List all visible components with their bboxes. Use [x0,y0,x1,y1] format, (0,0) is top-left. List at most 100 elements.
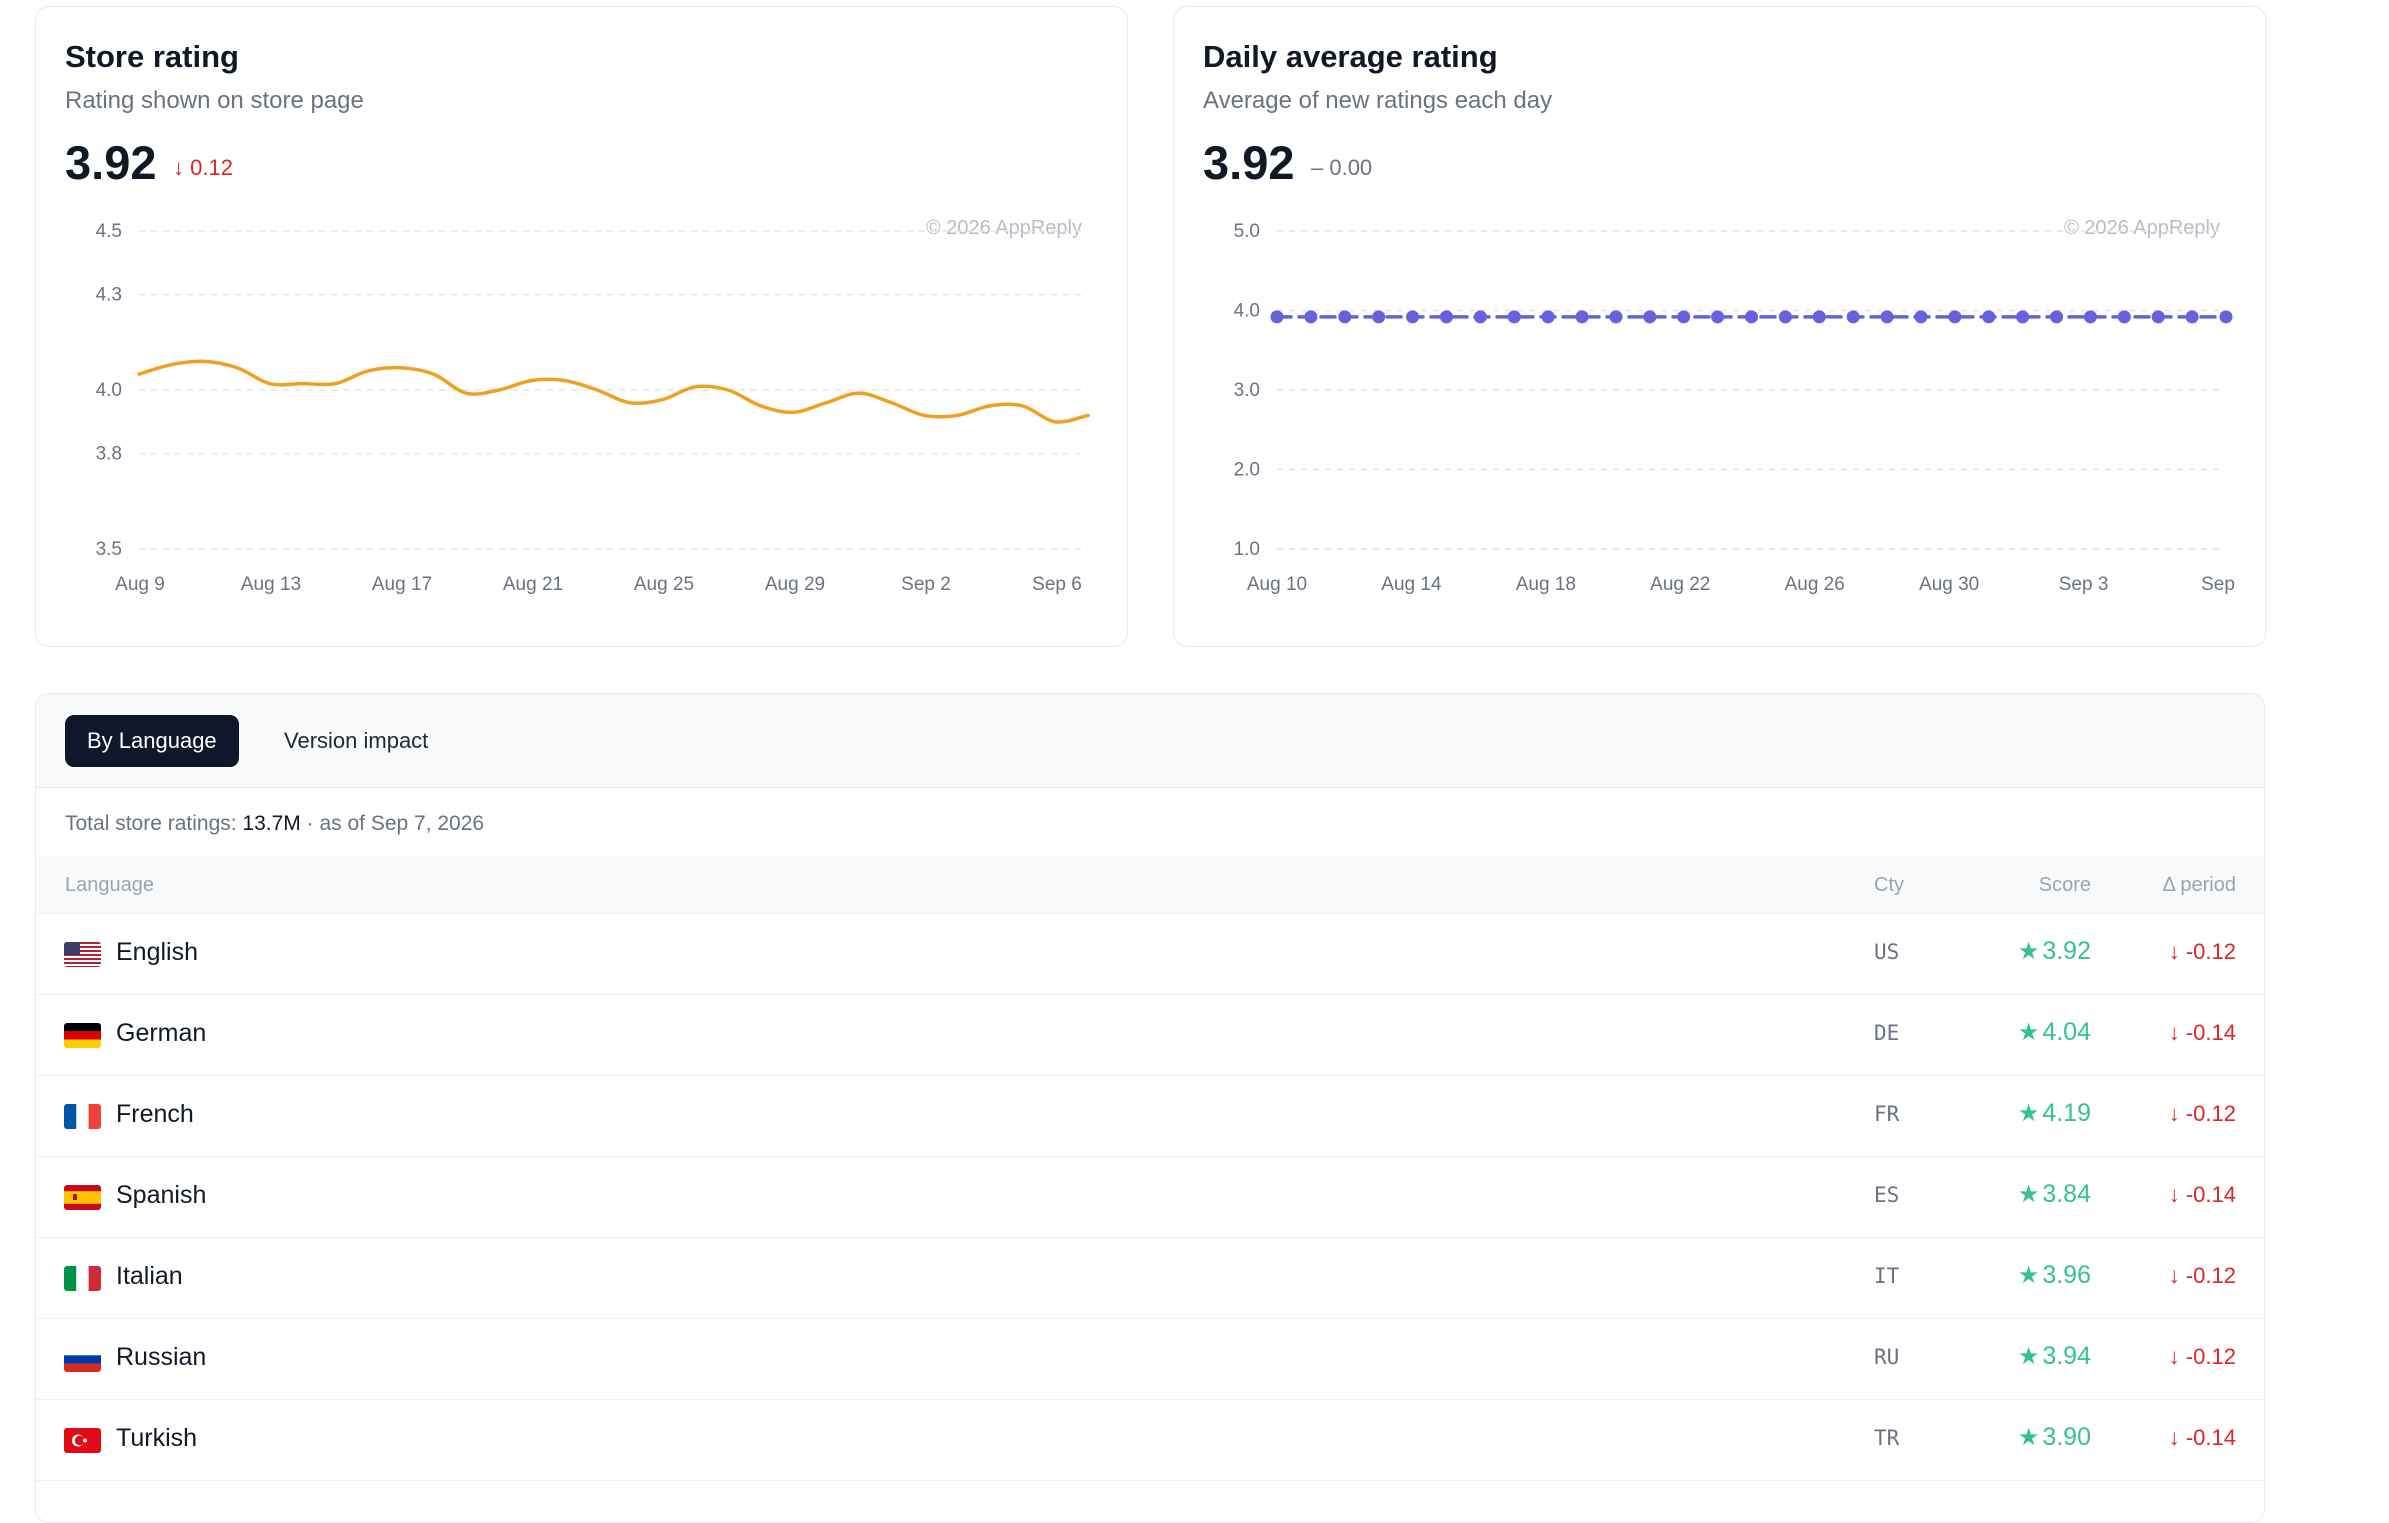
series-line [137,359,1090,424]
data-point[interactable] [2016,310,2030,324]
data-point[interactable] [1677,310,1691,324]
star-icon: ★ [2017,1262,2040,1289]
daily-rating-subtitle: Average of new ratings each day [1203,87,1553,114]
store-rating-watermark: © 2026 AppReply [926,217,1082,239]
delta-value: -0.14 [2185,1425,2236,1450]
country-code: ES [1874,1183,1900,1207]
score-number: 3.92 [2042,937,2091,965]
x-tick-label: Aug 29 [765,574,825,595]
data-point[interactable] [1914,310,1928,324]
star-icon: ★ [2017,1424,2040,1451]
y-tick-label: 4.3 [96,285,122,306]
y-tick-label: 5.0 [1234,221,1260,242]
store-rating-subtitle: Rating shown on store page [65,87,364,114]
data-point[interactable] [1439,310,1453,324]
header-score[interactable]: Score [2038,874,2091,896]
data-point[interactable] [1338,310,1352,324]
y-tick-label: 4.0 [1234,301,1260,322]
data-point[interactable] [1643,310,1657,324]
y-tick-label: 4.0 [96,380,122,401]
score-number: 3.90 [2042,1423,2091,1451]
data-point[interactable] [2219,310,2233,324]
language-name: German [116,1019,207,1047]
store-rating-title: Store rating [65,39,239,74]
table-row[interactable]: Spanish ES ★ 3.84 ↓ -0.14 [36,1157,2264,1238]
data-point[interactable] [1473,310,1487,324]
data-point[interactable] [1846,310,1860,324]
data-point[interactable] [1880,310,1894,324]
score-value: ★ 3.84 [2018,1180,2091,1209]
data-point[interactable] [1541,310,1555,324]
data-point[interactable] [2050,310,2064,324]
store-rating-delta: ↓ 0.12 [173,155,233,180]
table-row[interactable]: German DE ★ 4.04 ↓ -0.14 [36,995,2264,1076]
data-point[interactable] [1372,310,1386,324]
table-row[interactable]: Turkish TR ★ 3.90 ↓ -0.14 [36,1400,2264,1481]
header-cty[interactable]: Cty [1874,874,1904,896]
store-rating-value: 3.92 [65,136,157,189]
y-tick-label: 4.5 [96,221,122,242]
data-point[interactable] [2151,310,2165,324]
arrow-down-icon: ↓ [2168,1101,2186,1126]
daily-rating-watermark: © 2026 AppReply [2064,217,2220,239]
fr-flag-icon [64,1104,101,1129]
data-point[interactable] [1778,310,1792,324]
data-point[interactable] [1304,310,1318,324]
header-language[interactable]: Language [65,874,154,896]
daily-rating-title: Daily average rating [1203,39,1498,74]
score-number: 3.96 [2042,1261,2091,1289]
country-code: IT [1874,1264,1900,1288]
language-name: Italian [116,1262,183,1290]
data-point[interactable] [1406,310,1420,324]
score-value: ★ 3.96 [2018,1261,2091,1290]
score-number: 3.84 [2042,1180,2091,1208]
store-rating-card: Store rating Rating shown on store page … [35,6,1128,647]
language-name: French [116,1100,194,1128]
x-tick-label: Aug 9 [115,574,165,595]
delta-period: ↓ -0.14 [2169,1020,2236,1046]
data-point[interactable] [1507,310,1521,324]
data-point[interactable] [1948,310,1962,324]
star-icon: ★ [2017,1181,2040,1208]
daily-rating-chart: 5.0 4.0 3.0 2.0 1.0 Aug 10 Aug 14 Aug 18 Aug 22 A… [1234,221,2235,595]
data-point[interactable] [1982,310,1996,324]
y-tick-label: 1.0 [1234,539,1260,560]
data-point[interactable] [1575,310,1589,324]
delta-period: ↓ -0.14 [2169,1425,2236,1451]
ru-flag-icon [64,1347,101,1372]
x-tick-label: Aug 26 [1785,574,1845,595]
score-value: ★ 3.92 [2018,937,2091,966]
table-row[interactable]: Italian IT ★ 3.96 ↓ -0.12 [36,1238,2264,1319]
header-delta-period[interactable]: Δ period [2162,874,2236,896]
star-icon: ★ [2017,938,2040,965]
delta-value: -0.14 [2185,1020,2236,1045]
table-header: Language Cty Score Δ period [36,856,2264,914]
it-flag-icon [64,1266,101,1291]
table-row[interactable]: English US ★ 3.92 ↓ -0.12 [36,914,2264,995]
data-point[interactable] [1609,310,1623,324]
score-value: ★ 4.04 [2018,1018,2091,1047]
data-point[interactable] [2083,310,2097,324]
data-point[interactable] [2117,310,2131,324]
data-point[interactable] [1711,310,1725,324]
data-point[interactable] [1812,310,1826,324]
score-number: 3.94 [2042,1342,2091,1370]
data-point[interactable] [1745,310,1758,324]
summary-suffix: · as of Sep 7, 2026 [300,812,485,835]
tab-version-impact[interactable]: Version impact [284,728,429,753]
tab-by-language[interactable]: By Language [65,715,239,767]
x-tick-label: Aug 17 [372,574,432,595]
store-rating-chart: 4.5 4.3 4.0 3.8 3.5 Aug 9 Aug 13 Aug 17 Aug 21 Au… [96,221,1090,595]
delta-value: -0.12 [2185,1263,2236,1288]
score-value: ★ 3.94 [2018,1342,2091,1371]
table-row[interactable]: Russian RU ★ 3.94 ↓ -0.12 [36,1319,2264,1400]
table-row[interactable]: French FR ★ 4.19 ↓ -0.12 [36,1076,2264,1157]
score-value: ★ 3.90 [2018,1423,2091,1452]
language-name: Turkish [116,1424,198,1452]
data-point[interactable] [1270,310,1284,324]
data-point[interactable] [2185,310,2199,324]
language-name: English [116,938,198,966]
x-tick-label: Aug 13 [241,574,301,595]
y-tick-label: 3.5 [96,539,122,560]
arrow-down-icon: ↓ [2168,1263,2186,1288]
